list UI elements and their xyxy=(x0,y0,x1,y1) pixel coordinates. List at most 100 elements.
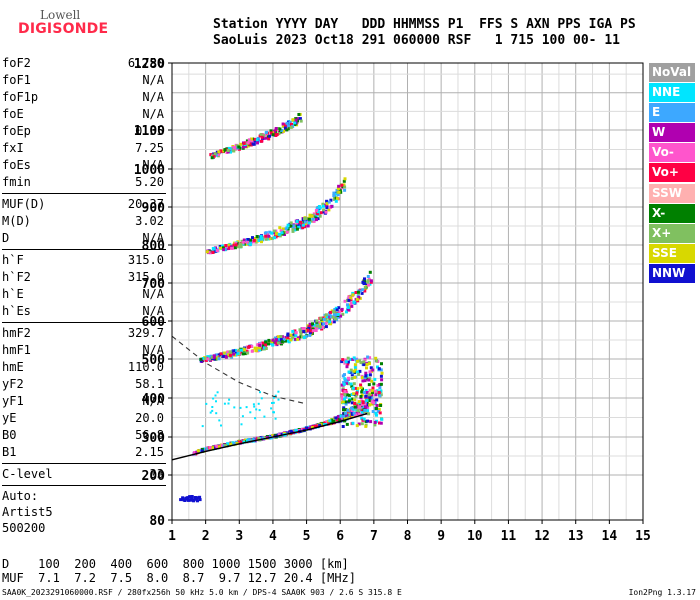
echo-point xyxy=(246,238,250,241)
echo-point xyxy=(356,405,360,409)
echo-point xyxy=(253,139,257,143)
echo-point xyxy=(212,154,216,158)
echo-point xyxy=(353,398,357,402)
param-row-clevel: C-level 33 xyxy=(2,466,168,483)
echo-point xyxy=(341,312,345,316)
echo-point xyxy=(227,402,230,405)
autoscale-text: Artist5 xyxy=(2,505,53,519)
echo-point xyxy=(306,328,309,332)
echo-point xyxy=(370,396,374,400)
echo-point xyxy=(240,350,244,354)
echo-point xyxy=(276,339,280,343)
echo-point xyxy=(342,393,346,397)
param-value: 2.15 xyxy=(135,445,164,459)
param-label: D xyxy=(2,231,10,245)
param-label: M(D) xyxy=(2,214,31,228)
param-value: 329.7 xyxy=(127,326,164,340)
muf-table-muf-row: MUF 7.1 7.2 7.5 8.0 8.7 9.7 12.7 20.4 [M… xyxy=(2,571,357,585)
echo-point xyxy=(336,187,340,190)
echo-point xyxy=(343,188,347,192)
echo-point xyxy=(298,117,302,121)
echo-point xyxy=(232,352,236,356)
echo-point xyxy=(196,449,200,453)
echo-point xyxy=(369,279,373,283)
param-value: N/A xyxy=(142,343,164,357)
header-line-1: Station YYYY DAY DDD HHMMSS P1 FFS S AXN… xyxy=(213,17,636,32)
echo-point xyxy=(232,243,236,247)
echo-point xyxy=(321,202,325,206)
echo-point xyxy=(326,319,330,323)
legend-nnw: NNW xyxy=(649,263,695,283)
echo-point xyxy=(310,426,314,429)
echo-point xyxy=(307,327,311,330)
echo-point xyxy=(365,400,369,404)
param-label: foF2 xyxy=(2,56,31,70)
echo-point xyxy=(237,348,241,352)
echo-point xyxy=(280,340,284,344)
echo-point xyxy=(269,131,273,135)
echo-point xyxy=(299,332,303,336)
echo-point xyxy=(274,134,278,137)
echo-point xyxy=(252,403,255,406)
echo-point xyxy=(346,360,350,364)
echo-point xyxy=(302,330,306,333)
echo-point xyxy=(315,218,318,222)
echo-point xyxy=(328,419,332,423)
echo-point xyxy=(216,391,219,394)
echo-point xyxy=(358,289,362,293)
echo-point xyxy=(285,128,289,132)
echo-point xyxy=(234,243,238,247)
echo-point xyxy=(357,400,361,404)
param-separator xyxy=(2,193,166,194)
echo-point xyxy=(193,451,197,454)
legend-xplus: X+ xyxy=(649,223,695,243)
echo-point xyxy=(308,333,312,337)
x-tick-label: 8 xyxy=(404,529,412,544)
echo-point xyxy=(330,204,334,208)
echo-point xyxy=(366,409,370,413)
echo-point xyxy=(233,406,236,409)
echo-point xyxy=(347,308,351,312)
echo-point xyxy=(233,246,237,250)
echo-point xyxy=(242,142,246,145)
echo-point xyxy=(379,382,383,386)
echo-point xyxy=(208,446,212,449)
param-row-md: M(D) 3.02 xyxy=(2,213,168,230)
echo-point xyxy=(236,243,240,246)
param-label: foEp xyxy=(2,124,31,138)
echo-point xyxy=(227,146,231,150)
echo-point xyxy=(335,197,339,201)
echo-point xyxy=(321,326,325,329)
param-row-foep: foEp 0.35 xyxy=(2,123,168,140)
echo-point xyxy=(303,220,307,224)
echo-point xyxy=(372,382,376,386)
echo-point xyxy=(332,194,336,198)
echo-point xyxy=(365,363,369,366)
echo-point xyxy=(380,378,384,382)
echo-point xyxy=(329,198,333,202)
echo-point xyxy=(287,340,291,344)
echo-point xyxy=(361,379,365,383)
param-row-hf2: h`F2 315.0 xyxy=(2,269,168,286)
echo-point xyxy=(350,412,354,416)
echo-point xyxy=(218,419,221,422)
param-separator xyxy=(2,463,166,464)
echo-point xyxy=(339,190,343,194)
echo-point xyxy=(250,349,254,353)
param-value: 3.02 xyxy=(135,214,164,228)
echo-point xyxy=(219,149,223,153)
echo-point xyxy=(344,360,348,364)
echo-point xyxy=(366,355,370,359)
echo-point xyxy=(367,378,371,382)
param-row-fof1: foF1 N/A xyxy=(2,72,168,89)
param-value: 20.0 xyxy=(135,411,164,425)
y-tick-label: 800 xyxy=(142,239,166,254)
echo-point xyxy=(239,142,243,146)
echo-point xyxy=(252,238,256,242)
echo-point xyxy=(368,395,372,399)
echo-point xyxy=(374,356,378,360)
echo-point xyxy=(353,365,357,369)
echo-point xyxy=(324,318,328,322)
param-value: 315.0 xyxy=(127,270,164,284)
echo-point xyxy=(222,444,226,448)
